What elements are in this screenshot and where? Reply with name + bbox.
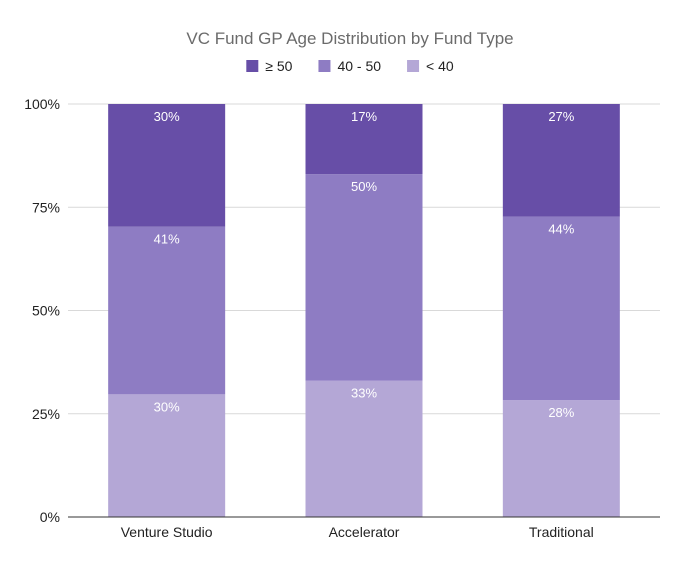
- data-label: 44%: [548, 222, 574, 237]
- x-tick-label: Venture Studio: [121, 524, 213, 540]
- data-label: 17%: [351, 109, 377, 124]
- bar-segment: [502, 216, 620, 401]
- legend: ≥ 50 40 - 50 < 40: [246, 58, 454, 74]
- y-tick-label: 0%: [40, 509, 60, 525]
- x-tick-label: Traditional: [529, 524, 594, 540]
- data-label: 41%: [154, 232, 180, 247]
- bar-segment: [305, 380, 423, 517]
- legend-swatch: [246, 60, 259, 72]
- data-label: 30%: [154, 109, 180, 124]
- legend-label: < 40: [426, 58, 454, 74]
- bar-segment: [305, 174, 423, 381]
- legend-label: 40 - 50: [337, 58, 381, 74]
- x-tick-label: Accelerator: [329, 524, 400, 540]
- bar-segment: [305, 104, 423, 175]
- legend-swatch: [318, 60, 331, 72]
- data-label: 30%: [154, 399, 180, 414]
- y-tick-label: 75%: [32, 199, 60, 215]
- bar-segment: [108, 394, 226, 517]
- data-label: 28%: [548, 405, 574, 420]
- legend-item: < 40: [407, 58, 454, 74]
- legend-label: ≥ 50: [265, 58, 292, 74]
- y-tick-label: 50%: [32, 303, 60, 319]
- x-axis: Venture Studio Accelerator Traditional: [68, 516, 660, 540]
- bar-segment: [502, 400, 620, 517]
- bars: 30% 41% 30% 33% 50% 17% 28% 44% 27%: [108, 104, 620, 517]
- legend-item: ≥ 50: [246, 58, 293, 74]
- y-axis: 0% 25% 50% 75% 100%: [24, 96, 60, 525]
- y-tick-label: 25%: [32, 406, 60, 422]
- legend-item: 40 - 50: [318, 58, 381, 74]
- data-label: 33%: [351, 386, 377, 401]
- bar-segment: [502, 104, 620, 217]
- chart-title: VC Fund GP Age Distribution by Fund Type: [186, 29, 513, 48]
- data-label: 27%: [548, 109, 574, 124]
- bar-segment: [108, 104, 226, 227]
- legend-swatch: [407, 60, 420, 72]
- bar-segment: [108, 226, 226, 395]
- y-tick-label: 100%: [24, 96, 60, 112]
- data-label: 50%: [351, 179, 377, 194]
